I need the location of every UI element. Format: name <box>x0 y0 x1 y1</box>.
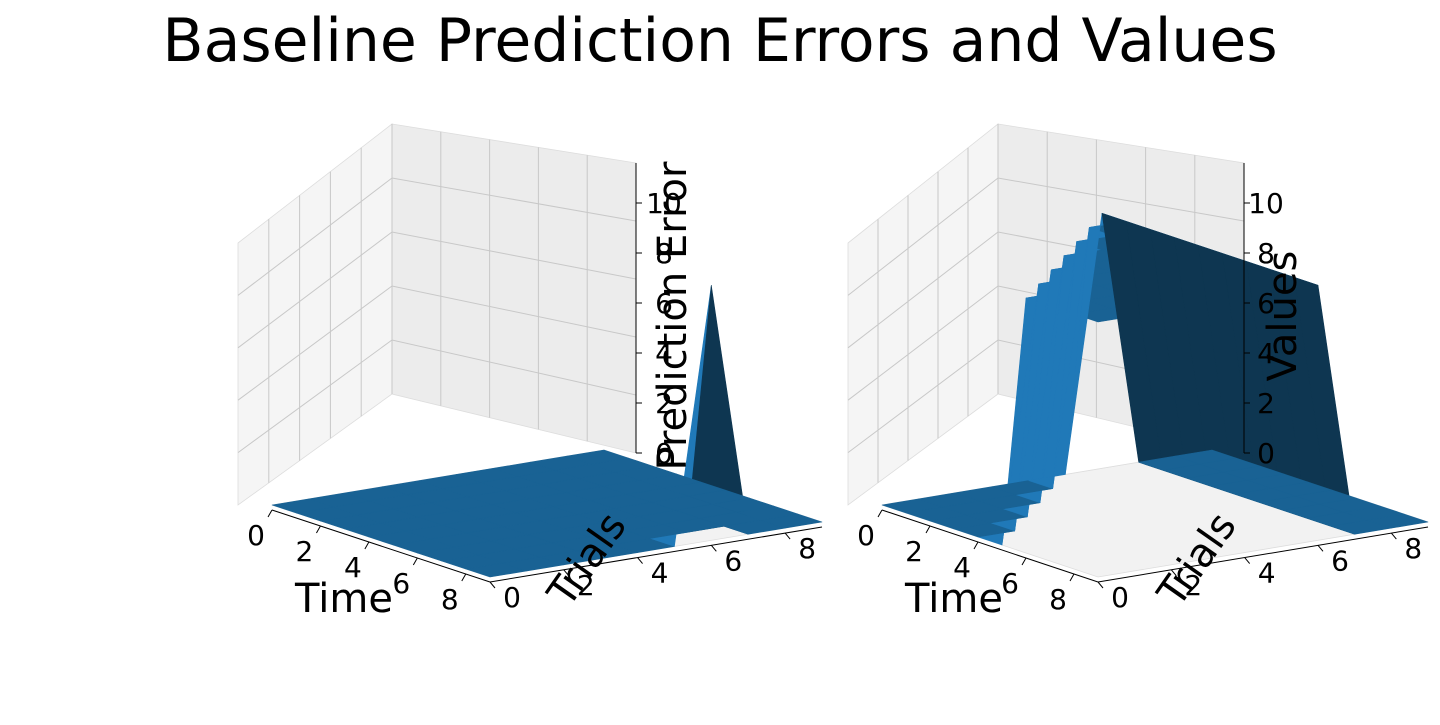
x-tick-label: 6 <box>392 567 410 600</box>
z-axis-label: Prediction Error <box>650 161 696 470</box>
x-axis-line <box>881 509 1099 583</box>
z-tick-label: 4 <box>1257 337 1275 370</box>
y-tick <box>563 569 570 577</box>
y-tick <box>637 557 643 564</box>
x-tick <box>1021 557 1027 566</box>
surface-patch <box>1175 449 1237 465</box>
z-tick-label: 6 <box>1257 287 1275 320</box>
y-tick-label: 6 <box>1331 544 1349 577</box>
y-tick <box>489 581 496 589</box>
y-ticks: 0 2 4 6 8 <box>489 532 816 614</box>
z-tick-label: 8 <box>1257 237 1275 270</box>
z-tick-label: 10 <box>1248 187 1284 220</box>
y-tick <box>1390 532 1397 540</box>
x-tick <box>925 525 931 534</box>
x-tick <box>267 509 273 518</box>
pane-left <box>237 123 393 506</box>
surface <box>881 213 1429 546</box>
pane-right <box>391 123 637 454</box>
grid-line <box>237 285 637 401</box>
x-tick-label: 2 <box>905 535 923 568</box>
x-tick-label: 4 <box>953 551 971 584</box>
z-tick-label: 2 <box>1257 387 1275 420</box>
y-tick <box>710 545 717 552</box>
y-tick-label: 4 <box>1258 557 1276 590</box>
y-tick <box>784 532 791 540</box>
x-axis-label: Time <box>294 576 393 622</box>
y-tick <box>1170 569 1177 577</box>
y-tick-label: 8 <box>1404 532 1422 565</box>
y-axis-line <box>489 526 823 583</box>
pane-left <box>847 123 999 506</box>
axes <box>881 163 1429 583</box>
grid-line <box>237 339 637 454</box>
y-tick <box>1244 557 1251 564</box>
surface-patch <box>566 449 629 465</box>
x-tick-label: 2 <box>296 535 314 568</box>
x-tick <box>877 509 883 518</box>
z-tick-label: 8 <box>655 237 673 270</box>
x-tick-label: 6 <box>1001 567 1019 600</box>
z-tick-label: 6 <box>655 287 673 320</box>
y-tick-label: 4 <box>651 557 669 590</box>
y-tick-label: 0 <box>1111 581 1129 614</box>
x-tick <box>412 557 418 566</box>
x-tick <box>316 525 321 534</box>
z-tick-label: 10 <box>646 187 682 220</box>
z-tick-label: 2 <box>655 387 673 420</box>
x-tick-label: 0 <box>247 519 265 552</box>
grid-line <box>237 231 637 349</box>
y-tick-label: 8 <box>798 532 816 565</box>
z-ticks: 0 2 4 6 8 10 <box>1244 187 1284 470</box>
x-tick-label: 8 <box>441 583 459 616</box>
z-axis-label: Values <box>1260 251 1306 382</box>
z-tick-label: 4 <box>655 337 673 370</box>
z-ticks: 0 2 4 6 8 10 <box>636 187 682 470</box>
figure-title: Baseline Prediction Errors and Values <box>162 6 1278 76</box>
x-axis-label: Time <box>904 576 1003 622</box>
x-tick <box>364 541 370 550</box>
y-tick-label: 2 <box>1184 569 1202 602</box>
x-tick <box>973 541 979 550</box>
x-tick-label: 0 <box>857 519 875 552</box>
x-tick <box>461 573 467 582</box>
y-tick <box>1317 545 1324 552</box>
x-tick <box>1069 573 1075 582</box>
x-tick-label: 8 <box>1049 583 1067 616</box>
x-axis-line <box>271 509 491 583</box>
axes <box>271 163 823 583</box>
z-tick-label: 0 <box>1257 437 1275 470</box>
grid-line <box>237 177 637 296</box>
x-tick-label: 4 <box>344 551 362 584</box>
grid-line <box>847 177 1245 296</box>
y-tick-label: 2 <box>577 569 595 602</box>
y-ticks: 0 2 4 6 8 <box>1097 532 1422 614</box>
y-tick-label: 6 <box>724 544 742 577</box>
y-tick-label: 0 <box>503 581 521 614</box>
z-tick-label: 0 <box>655 437 673 470</box>
surface <box>271 284 823 578</box>
y-axis-line <box>1097 526 1429 583</box>
y-tick <box>1097 581 1104 589</box>
